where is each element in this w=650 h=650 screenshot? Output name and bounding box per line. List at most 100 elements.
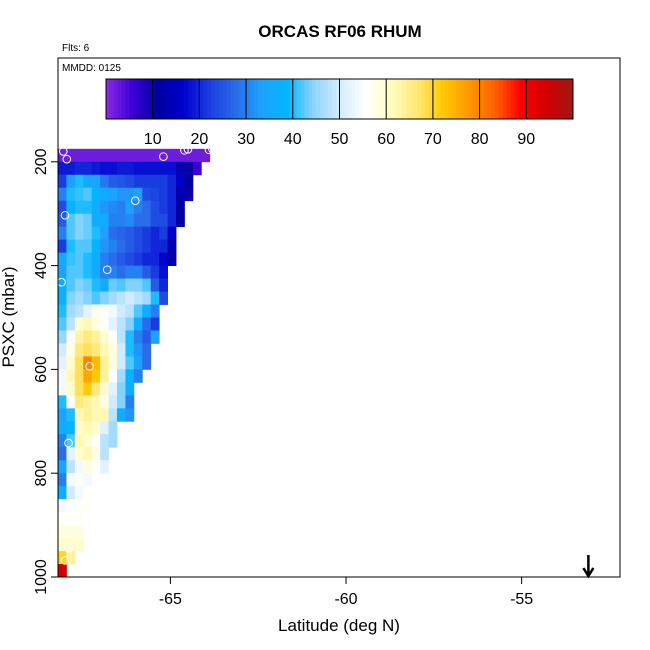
colorbar-segment — [366, 79, 372, 119]
heatmap-cell — [74, 486, 84, 500]
heatmap-cell — [117, 408, 126, 422]
heatmap-cell — [159, 239, 168, 254]
observation-point — [62, 154, 72, 164]
heatmap-cell — [108, 187, 118, 202]
heatmap-cell — [74, 161, 84, 176]
colorbar-tick-label: 50 — [331, 131, 349, 148]
heatmap-cell — [91, 174, 101, 189]
heatmap-cell — [100, 200, 109, 215]
observation-point — [64, 544, 73, 553]
heatmap-cell — [100, 330, 109, 344]
colorbar-segment — [156, 79, 161, 119]
observation-point — [102, 265, 112, 275]
heatmap-cell — [58, 304, 67, 318]
heatmap-cell — [108, 291, 118, 305]
heatmap-cell — [176, 200, 185, 215]
colorbar-segment — [530, 79, 535, 119]
observation-point — [208, 145, 217, 154]
colorbar-segment — [335, 79, 340, 119]
heatmap-cell — [167, 213, 177, 228]
colorbar-segment — [316, 79, 321, 119]
colorbar-segment — [397, 79, 403, 119]
heatmap-cell — [133, 174, 143, 189]
heatmap-cell — [125, 382, 135, 396]
observation-point — [159, 152, 168, 161]
heatmap-cell — [100, 291, 109, 305]
heatmap-cell — [142, 148, 152, 163]
heatmap-cell — [83, 486, 93, 500]
colorbar-segment — [421, 79, 426, 119]
heatmap-cell — [83, 213, 93, 228]
heatmap-cell — [66, 317, 76, 331]
heatmap-cell — [91, 408, 101, 422]
heatmap-cell — [100, 382, 109, 396]
heatmap-cell — [66, 356, 76, 370]
heatmap-cell — [108, 369, 118, 383]
heatmap-cell — [133, 278, 143, 292]
heatmap-cell — [91, 200, 101, 215]
colorbar-segment — [273, 79, 278, 119]
heatmap-cell — [100, 239, 109, 254]
heatmap-cell — [66, 512, 76, 526]
heatmap-cell — [58, 512, 67, 526]
heatmap-cell — [117, 395, 126, 409]
heatmap-cell — [100, 395, 109, 409]
heatmap-cell — [150, 148, 160, 163]
heatmap-cell — [150, 200, 160, 215]
colorbar-segment — [144, 79, 150, 119]
colorbar-segment — [444, 79, 449, 119]
colorbar-tick-label: 60 — [377, 131, 395, 148]
heatmap-cell — [125, 213, 135, 228]
heatmap-cell — [184, 148, 194, 163]
heatmap-cell — [159, 291, 168, 305]
heatmap-cell — [100, 174, 109, 189]
colorbar-segment — [370, 79, 376, 119]
heatmap-cell — [58, 330, 67, 344]
heatmap-cell — [100, 187, 109, 202]
heatmap-cell — [142, 330, 152, 344]
colorbar-segment — [401, 79, 407, 119]
colorbar-segment — [176, 79, 181, 119]
heatmap-cell — [159, 265, 168, 279]
heatmap-cell — [83, 239, 93, 254]
colorbar-segment — [323, 79, 329, 119]
y-tick-label: 800 — [33, 460, 50, 487]
heatmap-cell — [66, 304, 76, 318]
colorbar-segment — [152, 79, 158, 119]
heatmap-cell — [125, 265, 135, 279]
colorbar-segment — [495, 79, 500, 119]
colorbar-tick-label: 40 — [284, 131, 302, 148]
colorbar-segment — [308, 79, 313, 119]
x-tick-label: -55 — [510, 591, 533, 608]
heatmap-cell — [108, 174, 118, 189]
heatmap-cell — [58, 473, 67, 487]
heatmap-cell — [125, 343, 135, 357]
heatmap-cell — [58, 564, 67, 578]
heatmap-cell — [133, 187, 143, 202]
heatmap-cell — [83, 148, 93, 163]
heatmap-cell — [83, 161, 93, 176]
heatmap-cell — [117, 356, 126, 370]
colorbar-segment — [133, 79, 138, 119]
heatmap-cell — [142, 317, 152, 331]
heatmap-cell — [108, 343, 118, 357]
date-note: MMDD: 0125 — [62, 63, 121, 74]
colorbar-segment — [553, 79, 558, 119]
heatmap-cell — [74, 174, 84, 189]
heatmap-cell — [117, 317, 126, 331]
heatmap-cell — [83, 291, 93, 305]
heatmap-cell — [159, 252, 168, 267]
heatmap-cell — [142, 343, 152, 357]
colorbar: 10 20 30 40 50 60 70 80 90 — [105, 78, 574, 148]
heatmap-cell — [100, 317, 109, 331]
heatmap-cell — [100, 369, 109, 383]
heatmap-cell — [74, 317, 84, 331]
heatmap-cell — [91, 382, 101, 396]
heatmap-cell — [133, 304, 143, 318]
observation-point — [130, 196, 140, 206]
heatmap-cell — [83, 460, 93, 474]
heatmap-cell — [74, 395, 84, 409]
heatmap-cell — [91, 265, 101, 279]
heatmap-cell — [91, 434, 101, 448]
heatmap-cell — [91, 460, 101, 474]
